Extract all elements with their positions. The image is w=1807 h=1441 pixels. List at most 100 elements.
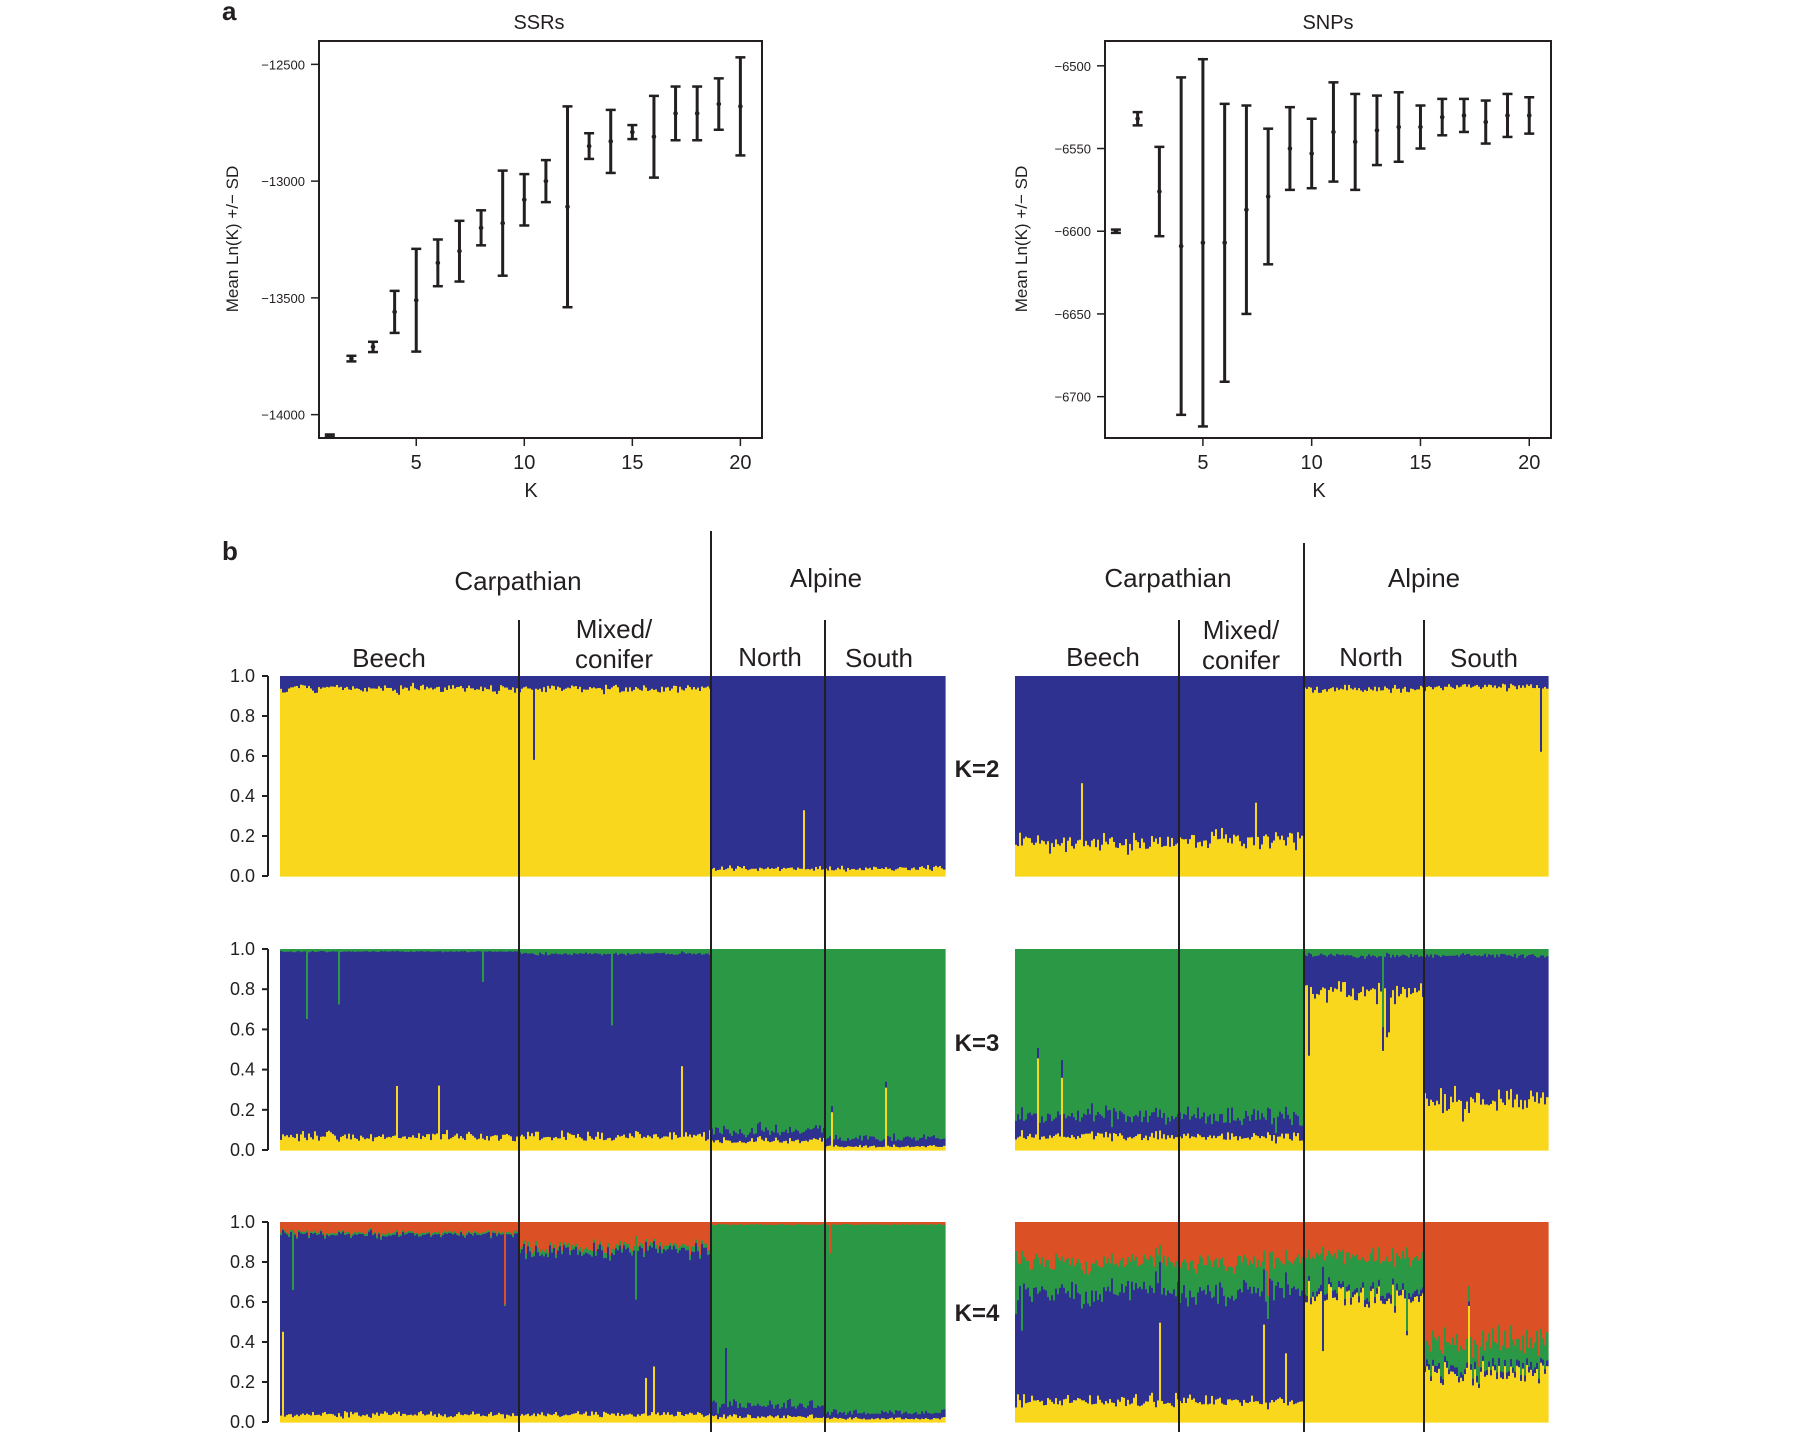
ssr-k3-bar-segment-green [392, 949, 395, 952]
ssr-k4-bar-segment-blue [893, 1413, 896, 1420]
ssr-k2-bar-segment-blue [294, 676, 297, 687]
snp-k4-bar-segment-yellow [1061, 1404, 1064, 1423]
snp-k2-bar-segment-yellow [1502, 683, 1505, 877]
snp-point-k10 [1306, 117, 1317, 190]
ssr-k3-bar-segment-yellow [545, 1136, 548, 1151]
snp-k3-bar-segment-yellow [1137, 1133, 1140, 1151]
snp-k3-bar-segment-blue [1083, 1113, 1086, 1135]
ssr-k3-bar-segment-green [553, 949, 556, 955]
snp-k2-bar-segment-blue [1045, 676, 1048, 845]
snp-k4-bar-segment-orange [1061, 1222, 1064, 1257]
snp-k2-bar-segment-blue [1310, 676, 1313, 688]
ssr-k4-bar-segment-orange [859, 1222, 862, 1225]
ssr-k4-bar-segment-orange [372, 1222, 375, 1234]
ssr-k4-bar-segment-yellow [643, 1412, 646, 1423]
ssr-k3-bar-segment-yellow [615, 1136, 618, 1151]
ssr-k4-bar-segment-green [607, 1242, 610, 1248]
snp-k3-bar-segment-green [1452, 949, 1455, 956]
ssr-k2-bar-segment-blue [681, 676, 684, 690]
snp-k2-bar-segment-yellow [1472, 686, 1475, 877]
ssr-k3-bar-segment-yellow [891, 1146, 894, 1151]
ssr-k2-bar-segment-yellow [685, 687, 688, 877]
ssr-k2-bar-segment-blue [591, 676, 594, 689]
ssr-k4-bar-segment-orange [939, 1222, 942, 1225]
ssr-k3-bar-segment-green [923, 949, 926, 1135]
ssr-k3-bar-segment-yellow [565, 1139, 568, 1151]
ssr-point-k17 [670, 85, 681, 142]
ssr-k4-bar-segment-green [913, 1223, 916, 1414]
ssr-k2-bar-segment-blue [378, 676, 381, 687]
snp-k4-bar-segment-blue [1117, 1294, 1120, 1400]
snp-k2-bar-segment-yellow [1380, 689, 1383, 877]
ssr-k2-bar-segment-yellow [529, 687, 532, 877]
ssr-k4-bar-segment-yellow [891, 1417, 894, 1423]
ssr-k4-bar-segment-green [406, 1231, 409, 1234]
ssr-k3-bar-segment-yellow [472, 1135, 475, 1151]
ssr-k2-bar-segment-blue [839, 676, 842, 870]
snp-k3-bar-segment-yellow [1069, 1137, 1072, 1151]
snp-k4-bar-segment-orange [1161, 1222, 1164, 1263]
ssr-k4-bar-segment-orange [280, 1222, 283, 1233]
snp-k3-bar-segment-green [1350, 949, 1353, 956]
ssr-k4-bar-segment-yellow [849, 1416, 852, 1423]
snp-k3-bar-segment-yellow [1488, 1104, 1491, 1151]
ssr-k2-bar-segment-blue [859, 676, 862, 869]
ssr-k4-bar-segment-yellow [404, 1413, 407, 1423]
snp-k4-bar-segment-blue [1035, 1286, 1038, 1401]
snp-mean-point [1265, 194, 1271, 199]
ssr-k2-bar-segment-blue [837, 676, 840, 868]
ssr-k4-bar-segment-yellow [597, 1414, 600, 1423]
snp-k3-bar-segment-yellow [1263, 1136, 1266, 1151]
ssr-k2-bar-segment-blue [426, 676, 429, 687]
ssr-header-mixed-line2: conifer [575, 644, 653, 674]
snp-k2-bar-segment-yellow [1456, 684, 1459, 877]
snp-k3-bar-segment-yellow [1245, 1137, 1248, 1151]
snp-k2-bar-segment-yellow [1410, 687, 1413, 877]
ssr-k4-bar-segment-green [430, 1234, 433, 1237]
snp-k3-bar-segment-green [1103, 949, 1106, 1118]
ssr-point-k7 [454, 219, 465, 283]
ssr-k4-bar-segment-orange [657, 1222, 660, 1249]
snp-k3-bar-segment-green [1532, 949, 1535, 955]
ssr-k2-bar-segment-blue [925, 676, 928, 870]
ssr-k4-bar-segment-blue [639, 1245, 642, 1416]
ssr-k2-bar-segment-yellow [555, 689, 558, 877]
ssr-k3-bar-segment-yellow [767, 1140, 770, 1151]
ssr-k3-bar-segment-yellow [557, 1137, 560, 1151]
ssr-k4-bar-segment-yellow [801, 1416, 804, 1423]
ssr-k4-bar-segment-yellow [527, 1413, 530, 1423]
ssr-k4-bar-segment-green [298, 1229, 301, 1232]
ssr-k4-bar-segment-orange [673, 1222, 676, 1243]
snp-k2-bar-segment-yellow [1107, 843, 1110, 877]
ssr-k3-bar-segment-yellow [597, 1131, 600, 1151]
ssr-k4-bar-segment-green [432, 1232, 435, 1236]
ssr-k3-bar-segment-blue [557, 953, 560, 1139]
ssr-k2-bar-segment-yellow [372, 687, 375, 877]
ssr-k2-bar-segment-yellow [911, 867, 914, 877]
ssr-k4-bar-segment-yellow [877, 1417, 880, 1423]
snp-k2-bar-segment-blue [1137, 676, 1140, 843]
ssr-k4-bar-segment-orange [635, 1222, 638, 1237]
ssr-k2-bar-segment-blue [917, 676, 920, 870]
snp-k4-bar-segment-yellow [1143, 1402, 1146, 1423]
ssr-k3-bar-segment-green [376, 949, 379, 952]
ssr-k3-bar-segment-green [599, 949, 602, 954]
ssr-k3-bar-segment-blue [761, 1129, 764, 1140]
ssr-point-k12 [562, 105, 573, 309]
ssr-k2-bar-segment-blue [827, 676, 830, 871]
snp-k2-bar-segment-yellow [1085, 840, 1088, 877]
ssr-k3-bar-segment-green [699, 949, 702, 954]
ssr-k2-bar-segment-yellow [609, 688, 612, 877]
ssr-k4-bar-segment-blue [468, 1232, 471, 1416]
ssr-k3-bar-segment-blue [929, 1136, 932, 1146]
snp-k2-bar-segment-yellow [1099, 849, 1102, 877]
ssr-k2-bar-segment-yellow [749, 868, 752, 877]
snp-k3-bar-segment-green [1289, 949, 1292, 1120]
snp-k3-bar-segment-yellow [1103, 1136, 1106, 1151]
ssr-k3-bar-segment-green [841, 949, 844, 1141]
ssr-k4-bar-segment-green [559, 1241, 562, 1247]
ssr-k2-bar-segment-yellow [797, 867, 800, 877]
ssr-k4-bar-segment-orange [496, 1222, 499, 1235]
ssr-k2-bar-segment-yellow [478, 689, 481, 877]
ssr-k4-bar-segment-blue [695, 1242, 698, 1415]
